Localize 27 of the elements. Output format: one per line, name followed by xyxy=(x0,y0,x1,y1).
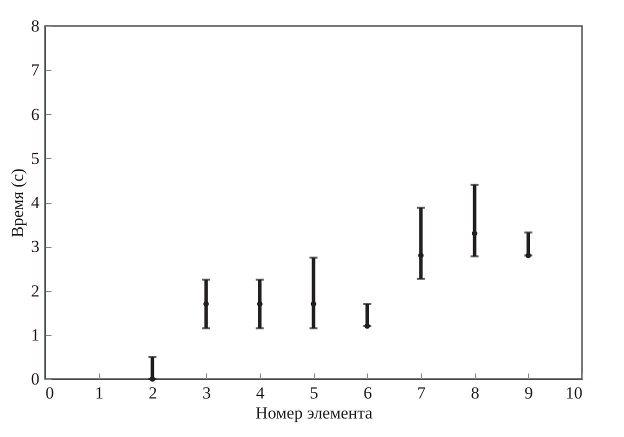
y-tick-label: 7 xyxy=(31,60,40,80)
point xyxy=(418,252,424,258)
y-tick-label: 5 xyxy=(31,148,40,168)
point xyxy=(310,301,316,307)
x-tick-label: 2 xyxy=(148,384,158,402)
x-tick-label: 3 xyxy=(202,384,211,402)
x-tick-label: 7 xyxy=(417,384,426,402)
y-axis-title: Время (с) xyxy=(8,168,27,238)
x-tick-label: 0 xyxy=(46,384,54,402)
x-axis-title: Номер элемента xyxy=(255,404,374,422)
y-tick-label: 2 xyxy=(31,281,40,300)
x-tick-label: 5 xyxy=(310,384,318,402)
x-tick-label: 8 xyxy=(470,384,480,402)
x-tick-label: 6 xyxy=(363,384,372,402)
y-tick-label: 3 xyxy=(31,237,40,256)
point xyxy=(257,301,263,307)
y-tick-label: 4 xyxy=(31,193,40,212)
y-tick-label: 0 xyxy=(31,370,40,388)
x-tick-label: 4 xyxy=(256,384,266,402)
point xyxy=(203,301,209,307)
point xyxy=(472,230,478,236)
y-tick-label: 1 xyxy=(31,325,40,344)
y-tick-label: 8 xyxy=(31,16,40,36)
x-tick-label: 1 xyxy=(94,384,104,402)
y-tick-label: 6 xyxy=(31,104,40,124)
x-tick-label: 10 xyxy=(566,384,582,402)
x-tick-label: 9 xyxy=(524,384,534,402)
